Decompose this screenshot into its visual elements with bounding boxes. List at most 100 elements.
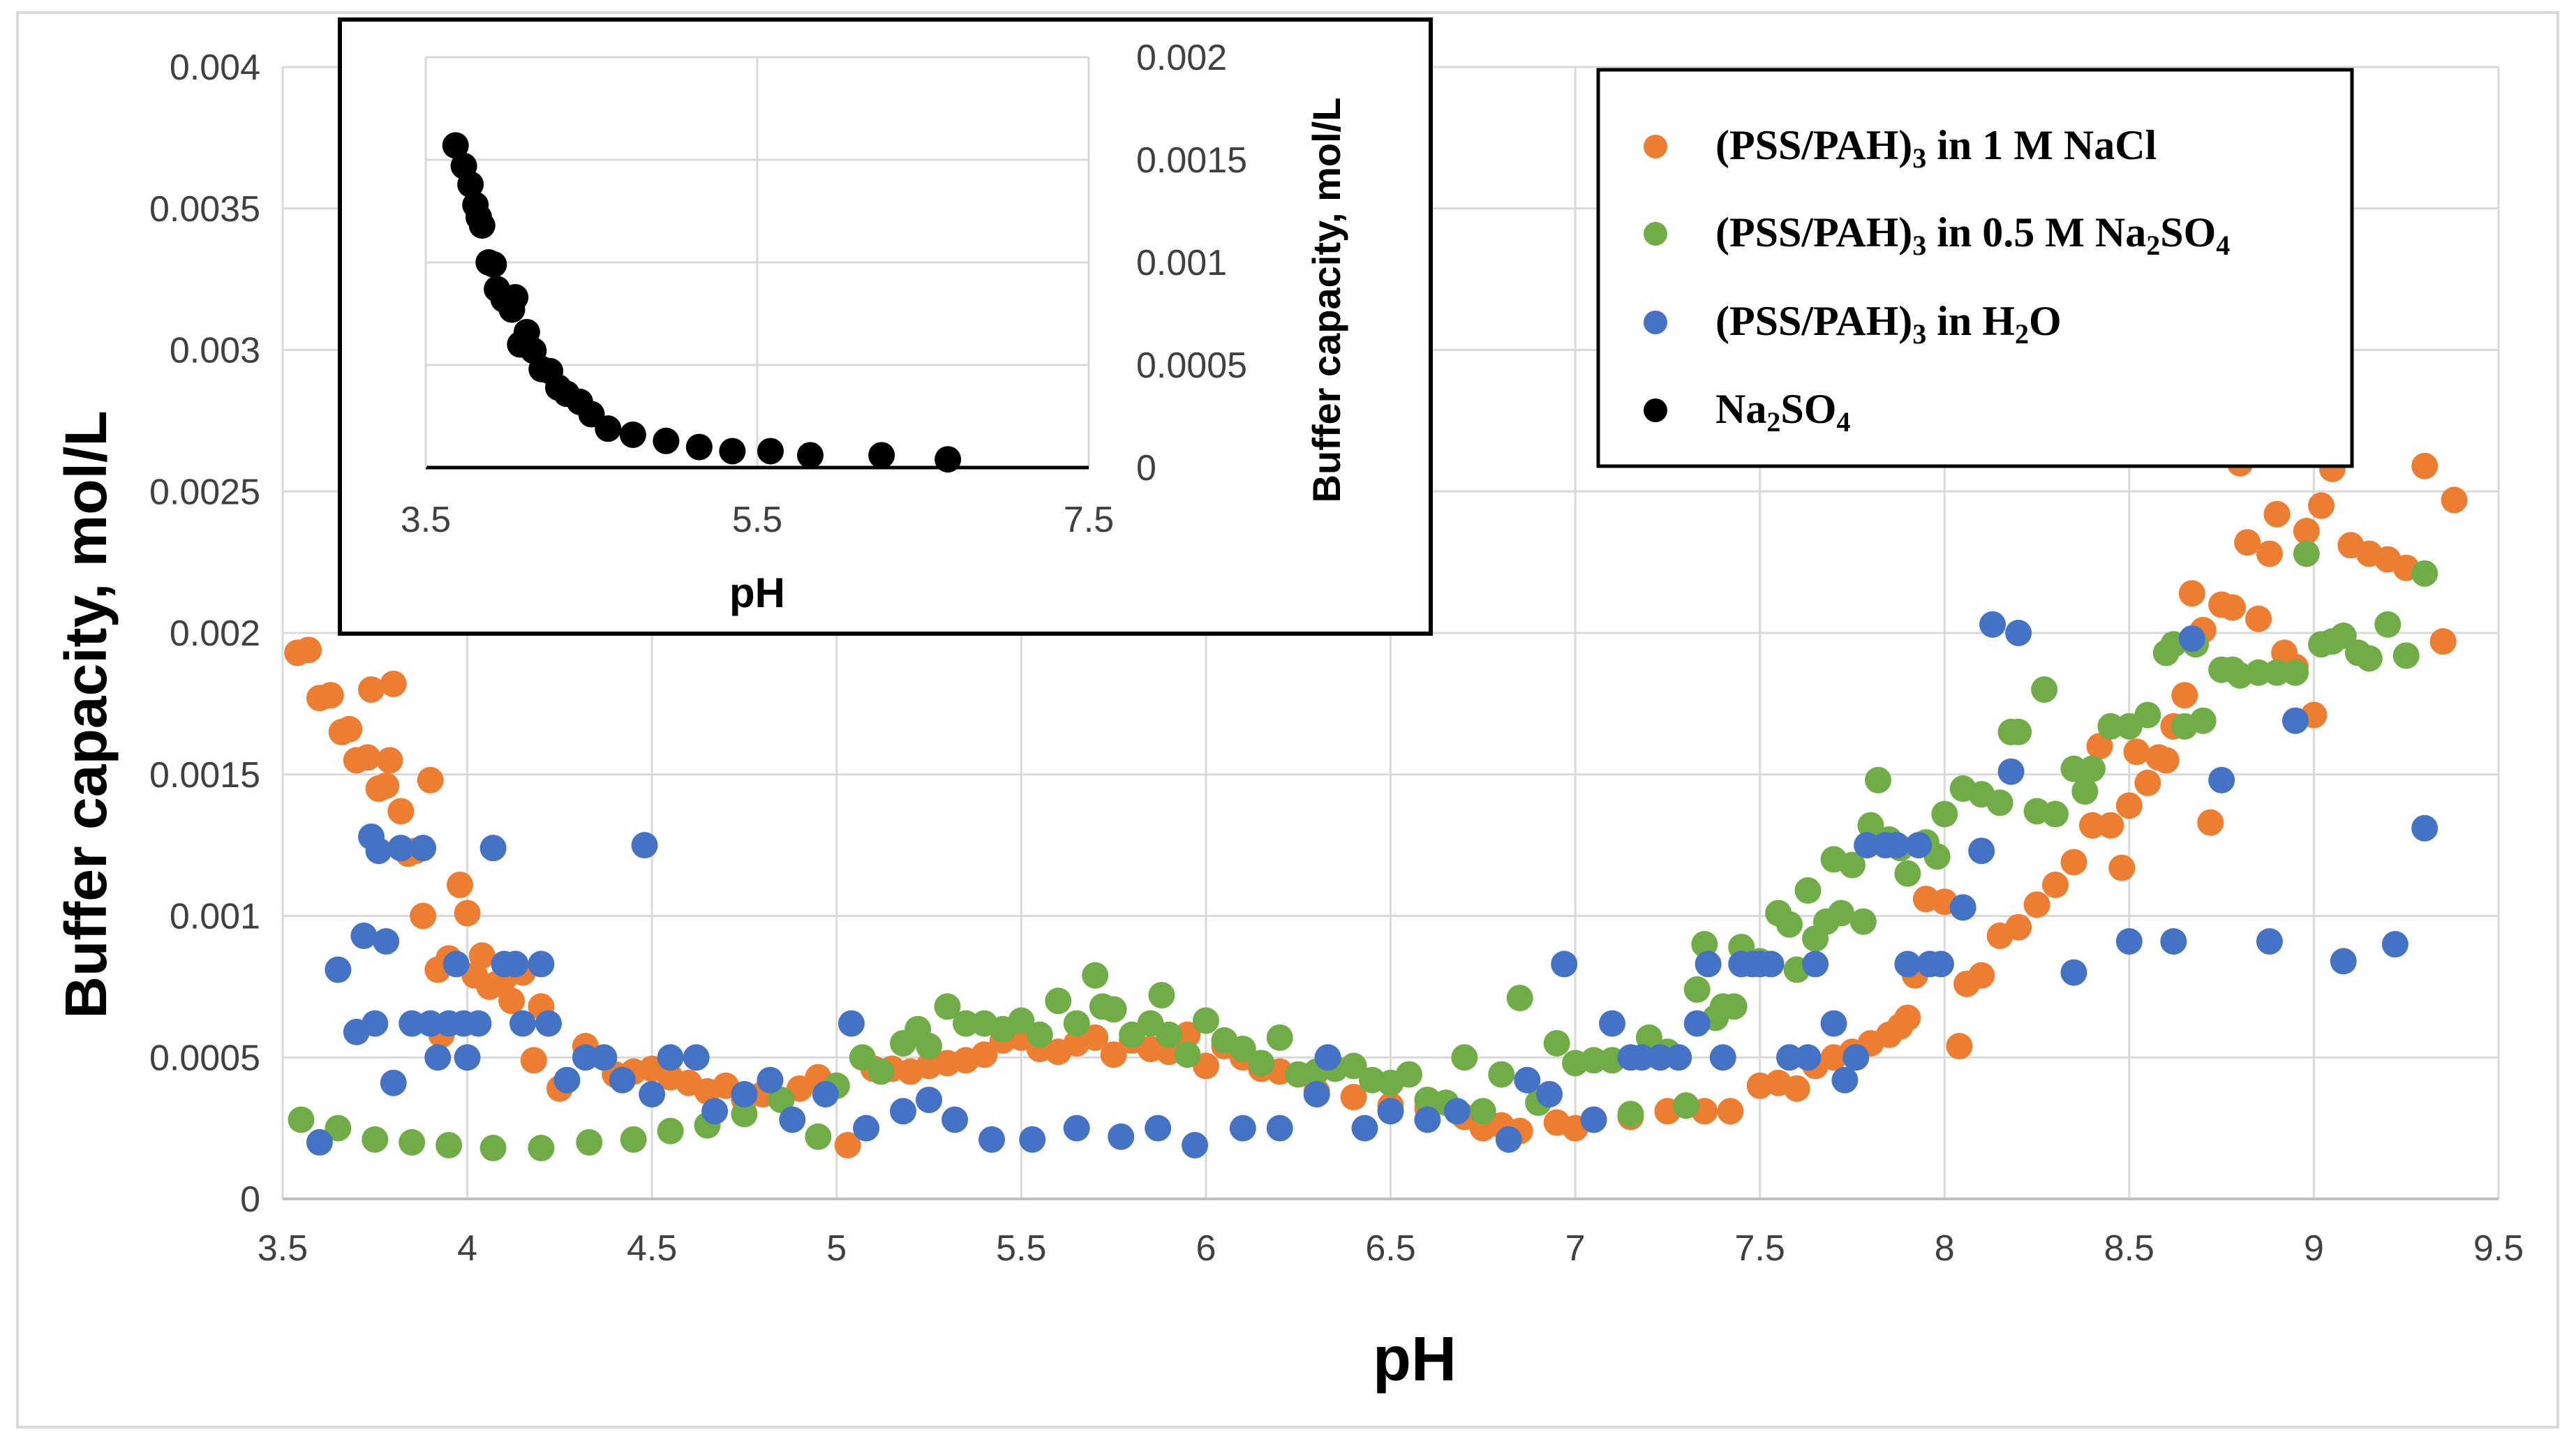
inset-data-points [442, 132, 962, 473]
data-point-nacl [2171, 682, 2198, 709]
data-point-h2o [2256, 927, 2283, 955]
data-point-na2so4_05 [435, 1131, 463, 1158]
data-point-na2so4_05 [768, 1087, 795, 1114]
data-point-na2so4_05 [2281, 659, 2309, 686]
data-point-h2o [916, 1087, 943, 1114]
data-point-h2o [2060, 959, 2087, 986]
data-point-h2o [590, 1044, 618, 1071]
data-point-na2so4_05 [868, 1058, 895, 1085]
data-point-h2o [2208, 766, 2235, 793]
data-point-na2so4_05 [1931, 800, 1958, 828]
data-point-h2o [2381, 931, 2409, 958]
data-point-h2o [701, 1098, 729, 1125]
data-point-na2so4_05 [479, 1135, 507, 1162]
data-point-nacl [2234, 529, 2261, 556]
data-point-na2so4 [797, 442, 824, 469]
data-point-h2o [812, 1080, 839, 1108]
data-point-h2o [1145, 1114, 1172, 1142]
main-x-tick-labels: 3.5 4 4.5 5 5.5 6 6.5 7 7.5 8 8.5 9 9.5 [258, 1228, 2524, 1269]
main-y-tick-label: 0.0015 [149, 755, 260, 796]
data-point-h2o [609, 1066, 636, 1094]
main-y-tick-label: 0.0005 [149, 1038, 260, 1078]
data-point-na2so4_05 [1082, 962, 1109, 989]
data-point-nacl [387, 798, 415, 825]
data-point-nacl [2097, 812, 2124, 839]
data-point-h2o [2330, 948, 2357, 975]
main-y-tick-label: 0.0035 [149, 189, 260, 230]
data-point-h2o [2005, 620, 2032, 646]
inset-frame [338, 17, 1433, 636]
data-point-h2o [454, 1044, 481, 1071]
main-x-tick-label: 8 [1935, 1228, 1955, 1269]
data-point-na2so4_05 [1148, 982, 1175, 1009]
data-point-h2o [1683, 1010, 1711, 1037]
data-point-na2so4_05 [1192, 1007, 1219, 1034]
legend-entry-na2so4: Na2SO4 [1644, 386, 1850, 438]
data-point-h2o [502, 950, 529, 978]
data-point-h2o [1443, 1098, 1471, 1125]
data-point-h2o [837, 1010, 865, 1037]
data-point-h2o [1709, 1044, 1736, 1071]
data-point-h2o [2178, 625, 2205, 653]
inset-y-tick-label: 0.0005 [1136, 345, 1247, 386]
data-point-na2so4_05 [1266, 1024, 1293, 1051]
data-point-h2o [1182, 1131, 1209, 1158]
data-point-nacl [1783, 1075, 1810, 1102]
data-point-nacl [2078, 812, 2106, 839]
data-point-nacl [2245, 605, 2272, 632]
data-point-nacl [2042, 871, 2069, 898]
data-point-nacl [2293, 518, 2320, 545]
data-point-h2o [325, 956, 352, 983]
data-point-na2so4 [480, 251, 507, 278]
data-point-h2o [424, 1044, 452, 1071]
data-point-nacl [2429, 628, 2457, 655]
data-point-h2o [528, 950, 555, 978]
data-point-h2o [1314, 1044, 1341, 1071]
data-point-h2o [1794, 1044, 1822, 1071]
data-point-nacl [358, 676, 385, 703]
data-point-h2o [1905, 832, 1933, 859]
data-point-na2so4_05 [2031, 676, 2058, 703]
data-point-nacl [295, 636, 322, 664]
data-point-na2so4_05 [1894, 860, 1921, 887]
data-point-nacl [417, 766, 444, 793]
data-point-na2so4_05 [1045, 987, 1072, 1015]
main-x-tick-label: 5 [826, 1228, 847, 1269]
data-point-na2so4 [468, 212, 496, 239]
main-x-tick-label: 4 [457, 1228, 477, 1269]
data-point-h2o [1377, 1098, 1404, 1125]
data-point-nacl [1968, 962, 1995, 989]
inset-x-tick-labels: 3.5 5.5 7.5 [401, 500, 1114, 540]
data-point-nacl [2115, 792, 2143, 819]
data-point-na2so4_05 [1580, 1047, 1607, 1074]
data-point-na2so4_05 [1451, 1044, 1478, 1071]
legend: (PSS/PAH)3 in 1 M NaCl (PSS/PAH)3 in 0.5… [1596, 68, 2354, 468]
data-point-nacl [834, 1131, 861, 1158]
data-point-na2so4 [868, 442, 895, 469]
data-point-h2o [2281, 707, 2309, 734]
data-point-h2o [1842, 1044, 1870, 1071]
data-point-h2o [683, 1044, 710, 1071]
data-point-na2so4_05 [1986, 789, 2013, 817]
data-point-nacl [336, 715, 363, 743]
data-point-na2so4_05 [1838, 851, 1866, 879]
data-point-h2o [380, 1069, 407, 1096]
main-data-points [284, 449, 2468, 1162]
data-point-h2o [479, 835, 507, 862]
data-point-na2so4 [757, 438, 784, 465]
data-point-na2so4_05 [325, 1114, 352, 1142]
data-point-h2o [890, 1098, 916, 1125]
data-point-na2so4_05 [849, 1044, 876, 1071]
legend-box [1596, 68, 2354, 468]
data-point-h2o [417, 1010, 444, 1037]
data-point-h2o [1580, 1106, 1607, 1133]
data-point-nacl [2134, 769, 2161, 796]
data-point-h2o [1820, 1010, 1847, 1037]
data-point-nacl [2178, 580, 2205, 607]
data-point-na2so4_05 [1469, 1098, 1496, 1125]
data-point-h2o [1495, 1126, 1522, 1153]
data-point-h2o [1351, 1114, 1378, 1142]
data-point-h2o [535, 1010, 562, 1037]
main-x-tick-label: 4.5 [627, 1228, 677, 1269]
inset-x-tick-label: 5.5 [732, 500, 782, 540]
